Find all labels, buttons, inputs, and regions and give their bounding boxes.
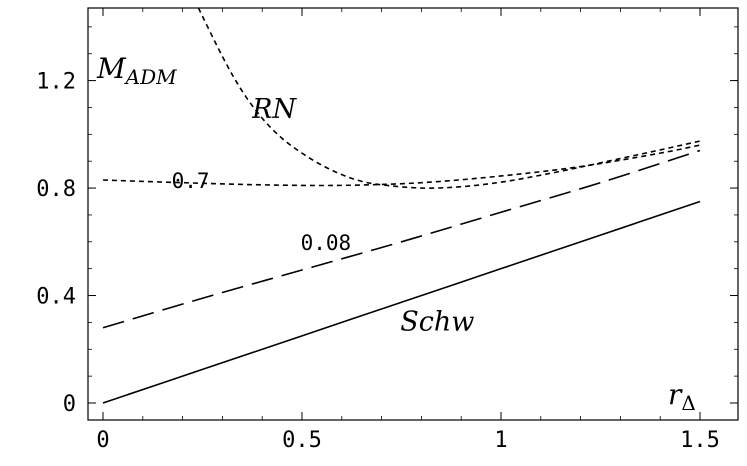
annotation-0-08: 0.08 (301, 231, 352, 255)
y-axis-label-sub: ADM (124, 65, 177, 89)
y-tick-label: 0 (63, 392, 76, 417)
y-tick-label: 0.8 (36, 177, 76, 202)
plot-frame (87, 7, 739, 421)
x-tick-label: 1.5 (680, 428, 720, 453)
annotation-0-7: 0.7 (172, 169, 210, 193)
y-tick-label: 0.4 (36, 285, 76, 310)
annotation-rn: RN (251, 94, 297, 125)
axis-ticks: 0 0.5 1 1.5 0 0.4 0.8 1.2 (36, 8, 738, 453)
annotation-layer: RN 0.7 0.08 Schw (172, 94, 475, 337)
x-tick-label: 0.5 (282, 428, 322, 453)
series-line-0-08 (102, 149, 701, 329)
series-line-schw (102, 200, 701, 404)
x-tick-label: 0 (96, 428, 109, 453)
y-tick-label: 1.2 (36, 70, 76, 95)
series-line-rn (197, 8, 701, 189)
y-axis-label: MADM (96, 52, 177, 89)
annotation-schw: Schw (400, 306, 474, 337)
y-axis-label-main: M (96, 52, 127, 85)
x-axis-label-main: r (668, 378, 683, 411)
x-axis-label-sub: Δ (681, 391, 695, 415)
series-layer (102, 8, 701, 404)
x-tick-label: 1 (494, 428, 507, 453)
x-axis-label: rΔ (668, 378, 696, 415)
series-line-0-7 (102, 144, 701, 187)
